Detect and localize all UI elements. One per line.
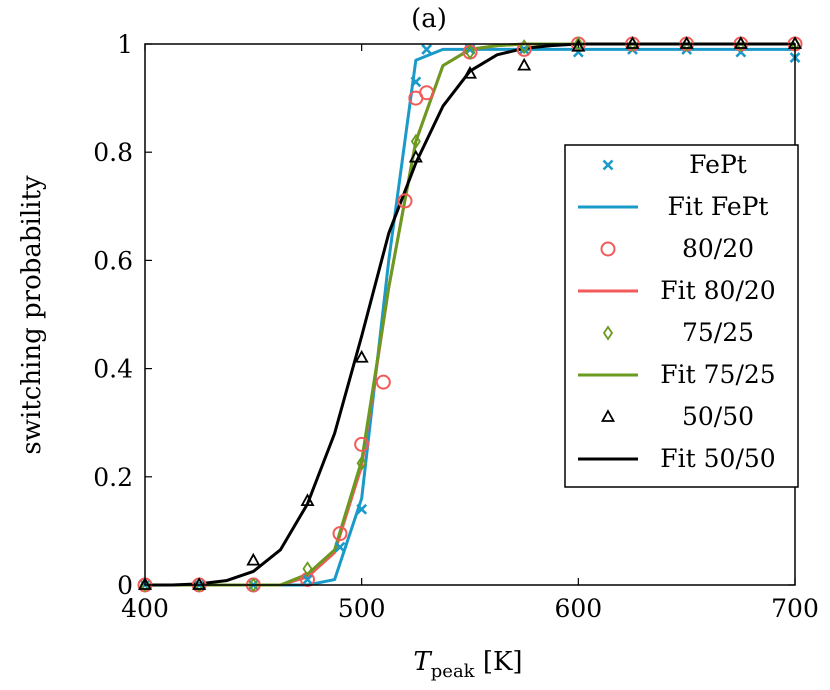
x-axis-label: Tpeak [K] bbox=[413, 647, 522, 682]
x-tick-label: 500 bbox=[338, 594, 386, 623]
data-point-fept bbox=[302, 574, 313, 586]
data-point-50-50 bbox=[354, 349, 369, 363]
data-point-50-50 bbox=[517, 57, 532, 71]
legend-label-80-20: 80/20 bbox=[682, 234, 754, 263]
data-point-75-25 bbox=[410, 133, 421, 150]
y-tick-label: 0.8 bbox=[93, 138, 133, 167]
data-point-50-50 bbox=[246, 552, 261, 566]
data-point-80-20 bbox=[397, 193, 413, 209]
legend-label-fept: FePt bbox=[689, 150, 747, 179]
data-point-fept bbox=[356, 503, 368, 515]
legend-entries: FePt Fit FePt 80/20 Fit 80/20 75/25 Fit 75/25… bbox=[578, 150, 776, 473]
legend-marker-50-50 bbox=[600, 409, 616, 422]
x-tick-label: 600 bbox=[554, 594, 602, 623]
x-axis-label-main: T bbox=[413, 647, 432, 677]
data-point-50-50 bbox=[571, 38, 586, 52]
chart-title: (a) bbox=[411, 4, 447, 34]
data-point-75-25 bbox=[248, 577, 259, 593]
data-point-50-50 bbox=[300, 493, 315, 507]
data-point-50-50 bbox=[733, 36, 748, 49]
data-point-fept bbox=[334, 541, 346, 553]
legend-label-75-25: 75/25 bbox=[682, 318, 754, 347]
legend-marker-75-25 bbox=[602, 325, 614, 341]
data-point-50-50 bbox=[137, 577, 153, 590]
data-point-80-20 bbox=[419, 85, 435, 101]
legend-label-fit-75-25: Fit 75/25 bbox=[660, 360, 775, 389]
y-tick-label: 0.2 bbox=[93, 463, 133, 492]
data-point-fept bbox=[410, 76, 422, 88]
x-axis-ticks: 400 500 600 700 bbox=[121, 44, 819, 623]
y-tick-label: 0 bbox=[117, 571, 133, 600]
legend-label-50-50: 50/50 bbox=[682, 402, 754, 431]
legend: FePt Fit FePt 80/20 Fit 80/20 75/25 Fit 75/25… bbox=[564, 144, 799, 488]
data-point-50-50 bbox=[679, 36, 694, 49]
x-tick-label: 700 bbox=[771, 594, 819, 623]
x-tick-label: 400 bbox=[121, 594, 169, 623]
legend-label-fit-50-50: Fit 50/50 bbox=[660, 444, 775, 473]
data-point-80-20 bbox=[516, 41, 532, 57]
data-point-80-20 bbox=[375, 374, 391, 390]
data-point-80-20 bbox=[332, 526, 348, 542]
data-point-50-50 bbox=[408, 149, 423, 163]
y-tick-label: 0.4 bbox=[93, 355, 133, 384]
y-tick-label: 0.6 bbox=[93, 246, 133, 275]
x-axis-label-unit: [K] bbox=[475, 647, 523, 677]
data-point-75-25 bbox=[302, 561, 313, 577]
data-point-75-25 bbox=[464, 44, 476, 60]
data-point-75-25 bbox=[356, 455, 367, 471]
y-axis-ticks: 0 0.2 0.4 0.6 0.8 1 bbox=[93, 30, 795, 600]
series-markers bbox=[137, 36, 803, 593]
data-point-50-50 bbox=[462, 65, 478, 79]
legend-label-fit-fept: Fit FePt bbox=[668, 192, 769, 221]
legend-label-fit-80-20: Fit 80/20 bbox=[660, 276, 775, 305]
legend-marker-80-20 bbox=[600, 241, 616, 257]
data-point-50-50 bbox=[192, 577, 207, 590]
data-point-fept bbox=[421, 43, 433, 55]
y-axis-label: switching probability bbox=[17, 175, 47, 455]
y-tick-label: 1 bbox=[117, 30, 133, 59]
data-point-50-50 bbox=[625, 36, 640, 49]
data-point-80-20 bbox=[354, 436, 370, 452]
x-axis-label-subscript: peak bbox=[431, 661, 476, 682]
legend-marker-fept bbox=[602, 159, 614, 171]
data-point-80-20 bbox=[300, 572, 315, 588]
legend-box bbox=[564, 144, 799, 488]
